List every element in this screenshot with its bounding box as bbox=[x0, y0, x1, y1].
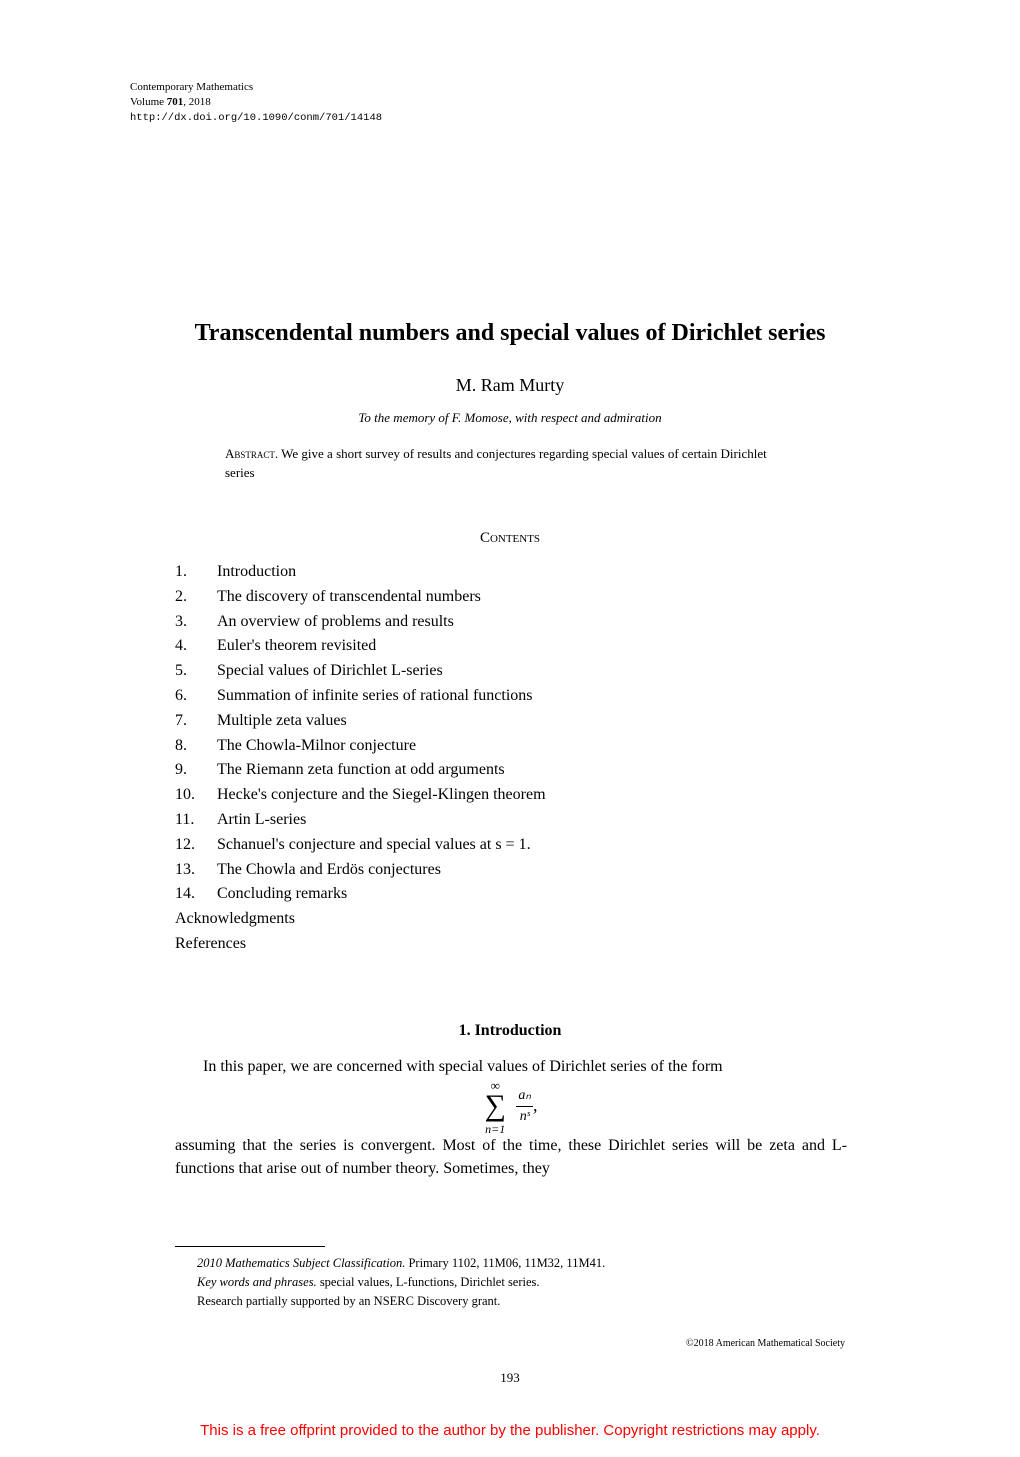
body-text: In this paper, we are concerned with spe… bbox=[175, 1055, 847, 1180]
table-of-contents: 1.Introduction 2.The discovery of transc… bbox=[175, 560, 546, 957]
footnotes: 2010 Mathematics Subject Classification.… bbox=[175, 1254, 847, 1310]
toc-item: 4.Euler's theorem revisited bbox=[175, 634, 546, 659]
toc-item: 8.The Chowla-Milnor conjecture bbox=[175, 734, 546, 759]
toc-item: 13.The Chowla and Erdös conjectures bbox=[175, 858, 546, 883]
paragraph: assuming that the series is convergent. … bbox=[175, 1134, 847, 1180]
section-heading: 1. Introduction bbox=[0, 1022, 1020, 1040]
doi-link[interactable]: http://dx.doi.org/10.1090/conm/701/14148 bbox=[130, 111, 382, 126]
abstract-text: We give a short survey of results and co… bbox=[225, 446, 767, 480]
math-formula: ∞ ∑ n=1 aₙ nˢ , bbox=[175, 1086, 847, 1128]
offprint-disclaimer: This is a free offprint provided to the … bbox=[0, 1422, 1020, 1439]
contents-heading: Contents bbox=[0, 530, 1020, 547]
abstract-label: Abstract. bbox=[225, 446, 278, 461]
keywords-footnote: Key words and phrases. special values, L… bbox=[175, 1273, 847, 1292]
footnote-divider bbox=[175, 1246, 325, 1247]
toc-item: 7.Multiple zeta values bbox=[175, 709, 546, 734]
page-number: 193 bbox=[0, 1370, 1020, 1386]
toc-item: 1.Introduction bbox=[175, 560, 546, 585]
toc-item: 10.Hecke's conjecture and the Siegel-Kli… bbox=[175, 783, 546, 808]
toc-item: 2.The discovery of transcendental number… bbox=[175, 585, 546, 610]
toc-item: 6.Summation of infinite series of ration… bbox=[175, 684, 546, 709]
toc-item: References bbox=[175, 932, 546, 957]
journal-name: Contemporary Mathematics bbox=[130, 80, 382, 95]
toc-item: 3.An overview of problems and results bbox=[175, 610, 546, 635]
toc-item: 12.Schanuel's conjecture and special val… bbox=[175, 833, 546, 858]
paper-title: Transcendental numbers and special value… bbox=[0, 320, 1020, 347]
volume-line: Volume 701, 2018 bbox=[130, 95, 382, 110]
copyright-notice: ©2018 American Mathematical Society bbox=[686, 1338, 845, 1349]
abstract-block: Abstract. We give a short survey of resu… bbox=[225, 445, 795, 483]
toc-item: 11.Artin L-series bbox=[175, 808, 546, 833]
publication-header: Contemporary Mathematics Volume 701, 201… bbox=[130, 80, 382, 125]
paragraph: In this paper, we are concerned with spe… bbox=[175, 1055, 847, 1078]
toc-item: 14.Concluding remarks bbox=[175, 882, 546, 907]
toc-item: 5.Special values of Dirichlet L-series bbox=[175, 659, 546, 684]
toc-item: 9.The Riemann zeta function at odd argum… bbox=[175, 758, 546, 783]
dedication: To the memory of F. Momose, with respect… bbox=[0, 410, 1020, 426]
support-footnote: Research partially supported by an NSERC… bbox=[175, 1292, 847, 1311]
toc-item: Acknowledgments bbox=[175, 907, 546, 932]
msc-footnote: 2010 Mathematics Subject Classification.… bbox=[175, 1254, 847, 1273]
author-name: M. Ram Murty bbox=[0, 375, 1020, 396]
